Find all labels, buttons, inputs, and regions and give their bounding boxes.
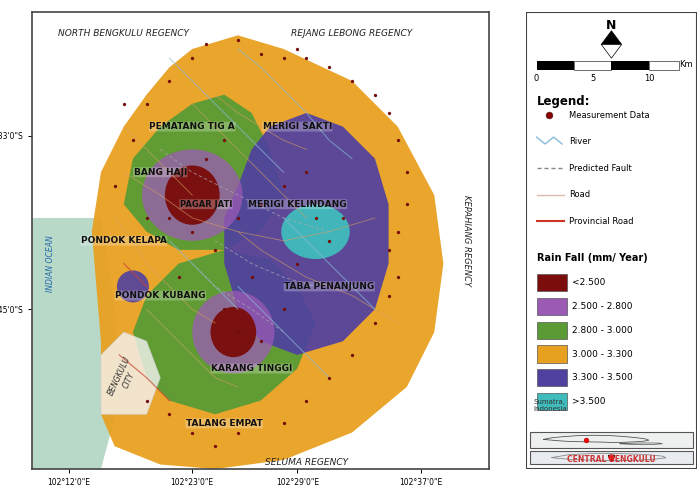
Text: Legend:: Legend: (537, 95, 590, 108)
Text: Km: Km (680, 60, 693, 69)
Bar (537, 298, 567, 315)
Text: BENGKULU
CITY: BENGKULU CITY (106, 355, 141, 401)
Text: Rain Fall (mm/ Year): Rain Fall (mm/ Year) (537, 253, 648, 263)
Ellipse shape (193, 291, 274, 373)
Text: Predicted Fault: Predicted Fault (569, 164, 631, 173)
Polygon shape (133, 250, 316, 414)
Text: Road: Road (569, 190, 590, 199)
Bar (537, 345, 567, 363)
Text: PEMATANG TIG A: PEMATANG TIG A (149, 122, 235, 131)
Text: MERIGI SAKTI: MERIGI SAKTI (262, 122, 332, 131)
Bar (537, 61, 574, 69)
Text: >3.500: >3.500 (573, 397, 605, 406)
Text: REJANG LEBONG REGENCY: REJANG LEBONG REGENCY (291, 28, 413, 37)
Bar (537, 393, 567, 410)
Text: PONDOK KELAPA: PONDOK KELAPA (80, 236, 167, 246)
Polygon shape (101, 332, 160, 414)
Text: 3.300 - 3.500: 3.300 - 3.500 (573, 373, 633, 382)
Bar (530, 432, 693, 448)
Ellipse shape (165, 166, 220, 225)
Bar (574, 61, 612, 69)
Text: INDIAN OCEAN: INDIAN OCEAN (46, 235, 55, 292)
Text: KARANG TINGGI: KARANG TINGGI (211, 364, 293, 373)
Text: N: N (606, 19, 617, 32)
Ellipse shape (281, 204, 350, 259)
Text: Sumatra,
Indonesia: Sumatra, Indonesia (533, 399, 567, 412)
Text: TALANG EMPAT: TALANG EMPAT (186, 419, 262, 428)
Text: PAGAR JATI: PAGAR JATI (180, 200, 232, 209)
Text: KEPAHIANG REGENCY: KEPAHIANG REGENCY (462, 195, 470, 286)
Bar (649, 61, 680, 69)
Bar (612, 61, 649, 69)
Text: 10: 10 (643, 74, 654, 83)
Bar (537, 369, 567, 386)
Text: SELUMA REGENCY: SELUMA REGENCY (265, 458, 348, 467)
Text: 0: 0 (534, 74, 539, 83)
Text: Provincial Road: Provincial Road (569, 217, 634, 226)
Text: PONDOK KUBANG: PONDOK KUBANG (115, 291, 206, 300)
Text: Measurement Data: Measurement Data (569, 111, 650, 120)
Text: <2.500: <2.500 (573, 278, 605, 287)
Polygon shape (224, 113, 388, 355)
Text: 2.800 - 3.000: 2.800 - 3.000 (573, 326, 633, 335)
Polygon shape (92, 35, 443, 469)
Text: 2.500 - 2.800: 2.500 - 2.800 (573, 302, 633, 311)
Text: TABA PENANJUNG: TABA PENANJUNG (284, 282, 375, 291)
Polygon shape (601, 31, 622, 44)
Polygon shape (601, 44, 622, 58)
Text: MERIGI KELINDANG: MERIGI KELINDANG (248, 200, 346, 209)
Polygon shape (32, 218, 119, 469)
Bar (537, 274, 567, 291)
Bar (537, 321, 567, 339)
Text: CENTRAL BENGKULU: CENTRAL BENGKULU (567, 455, 656, 464)
Text: 5: 5 (590, 74, 596, 83)
Ellipse shape (142, 150, 242, 241)
Ellipse shape (211, 307, 256, 357)
Text: BANG HAJI: BANG HAJI (134, 168, 187, 177)
Text: River: River (569, 137, 591, 146)
Polygon shape (124, 95, 284, 250)
Ellipse shape (117, 270, 149, 302)
Bar (530, 451, 693, 465)
Text: NORTH BENGKULU REGENCY: NORTH BENGKULU REGENCY (58, 28, 189, 37)
Text: 3.000 - 3.300: 3.000 - 3.300 (573, 349, 633, 358)
